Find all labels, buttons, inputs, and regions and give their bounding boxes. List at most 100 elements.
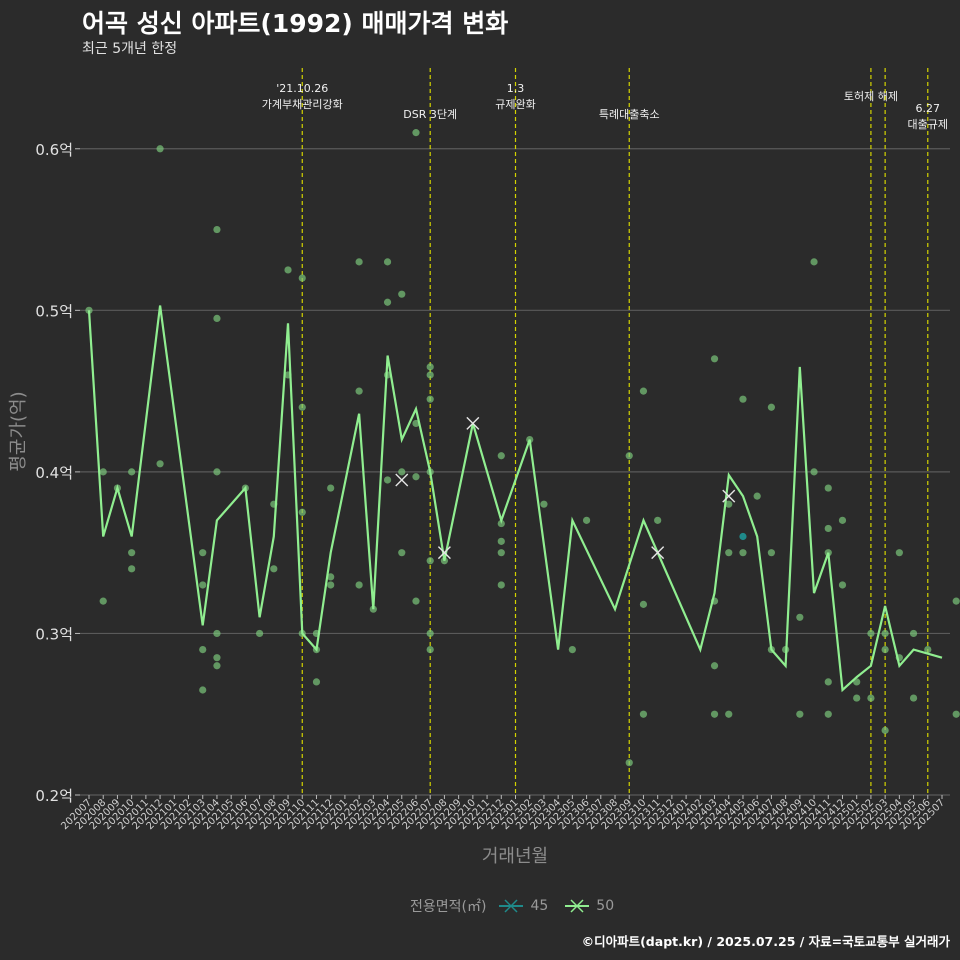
scatter-point — [256, 629, 264, 638]
x-marker — [466, 416, 480, 430]
scatter-point — [99, 597, 107, 605]
x-marker-stroke — [651, 546, 665, 560]
scatter-point — [199, 549, 207, 557]
scatter-point — [838, 581, 847, 589]
scatter-point — [213, 662, 221, 670]
scatter-point — [213, 654, 221, 662]
scatter-point — [213, 225, 221, 234]
scatter-point — [625, 759, 633, 767]
y-axis-title: 평균가(억) — [8, 391, 29, 471]
scatter-point — [128, 549, 136, 557]
y-tick-label: 0.3억 — [35, 625, 73, 643]
scatter-point — [298, 274, 306, 282]
scatter-point — [639, 600, 648, 608]
scatter-point — [952, 710, 960, 718]
event-label: '21.10.26 가계부채관리강화 — [262, 82, 343, 111]
event-label: 6.27 대출규제 — [908, 102, 948, 131]
scatter-point — [824, 678, 832, 686]
scatter-point — [426, 371, 434, 379]
scatter-point — [412, 597, 420, 605]
scatter-point — [625, 452, 633, 460]
event-label: 특례대출축소 — [599, 108, 660, 121]
scatter-point — [284, 266, 292, 274]
x-marker-stroke — [722, 489, 736, 503]
scatter-point — [199, 646, 207, 654]
scatter-point — [725, 710, 733, 718]
scatter-point — [710, 355, 719, 363]
scatter-point — [710, 662, 719, 670]
scatter-point — [312, 678, 321, 686]
scatter-point — [824, 484, 832, 492]
scatter-point — [952, 597, 960, 605]
scatter-point — [213, 629, 221, 638]
scatter-point — [199, 581, 207, 589]
scatter-point — [654, 516, 662, 524]
x-marker — [395, 473, 409, 487]
event-label: 토허제 해제 — [844, 89, 898, 103]
scatter-point — [426, 629, 434, 638]
scatter-point — [298, 508, 306, 516]
scatter-point — [909, 694, 918, 702]
scatter-point — [199, 686, 207, 694]
event-label: 1.3 규제완화 — [495, 82, 535, 111]
scatter-point — [156, 145, 164, 153]
legend-label-45: 45 — [530, 898, 549, 914]
scatter-point — [398, 290, 406, 298]
scatter-point — [426, 395, 434, 403]
source-caption: ©디아파트(dapt.kr) / 2025.07.25 / 자료=국토교통부 실… — [581, 934, 950, 949]
scatter-point — [213, 314, 221, 323]
scatter-point — [796, 710, 804, 718]
scatter-point — [881, 629, 889, 638]
scatter-point — [739, 549, 747, 557]
scatter-point — [213, 468, 221, 476]
scatter-point — [881, 726, 889, 734]
scatter-point — [909, 629, 918, 638]
scatter-point — [824, 710, 832, 718]
x-marker — [722, 489, 736, 503]
series-line-50 — [87, 305, 943, 693]
x-axis-title: 거래년월 — [482, 846, 548, 867]
scatter-point — [867, 629, 875, 638]
scatter-point — [895, 549, 903, 557]
y-tick-label: 0.5억 — [35, 302, 73, 320]
scatter-point — [497, 452, 505, 460]
scatter-point — [355, 581, 363, 589]
legend: 전용면적(㎡) 45 50 — [410, 896, 624, 916]
x-marker — [651, 546, 665, 560]
scatter-point — [497, 537, 505, 545]
scatter-point — [838, 516, 847, 524]
scatter-point — [924, 646, 932, 654]
page-title: 어곡 성신 아파트(1992) 매매가격 변화 — [82, 9, 509, 38]
scatter-point — [355, 258, 363, 266]
scatter-point — [753, 492, 761, 500]
scatter-point — [767, 549, 776, 557]
scatter-point — [568, 646, 576, 654]
scatter-point — [128, 565, 136, 573]
scatter-point — [355, 387, 363, 395]
scatter-point — [497, 581, 505, 589]
legend-title: 전용면적(㎡) — [410, 899, 487, 915]
scatter-point — [383, 298, 392, 306]
scatter-point — [156, 460, 164, 468]
scatter-point — [739, 395, 747, 403]
scatter-point — [99, 468, 107, 476]
scatter-point — [582, 516, 591, 524]
scatter-point — [383, 258, 392, 266]
scatter-point — [398, 549, 406, 557]
scatter-point — [810, 468, 818, 476]
scatter-point — [497, 549, 505, 557]
scatter-point — [327, 581, 335, 589]
scatter-point — [412, 473, 420, 481]
scatter-point — [540, 500, 548, 508]
scatter-point — [426, 646, 434, 654]
scatter-point — [412, 129, 420, 137]
series-point-45 — [739, 532, 747, 541]
scatter-point — [398, 468, 406, 476]
scatter-point — [725, 500, 733, 508]
x-marker — [437, 546, 451, 560]
scatter-point — [383, 476, 392, 484]
scatter-point — [327, 484, 335, 492]
event-label: DSR 3단계 — [403, 108, 457, 121]
scatter-point — [298, 403, 306, 411]
